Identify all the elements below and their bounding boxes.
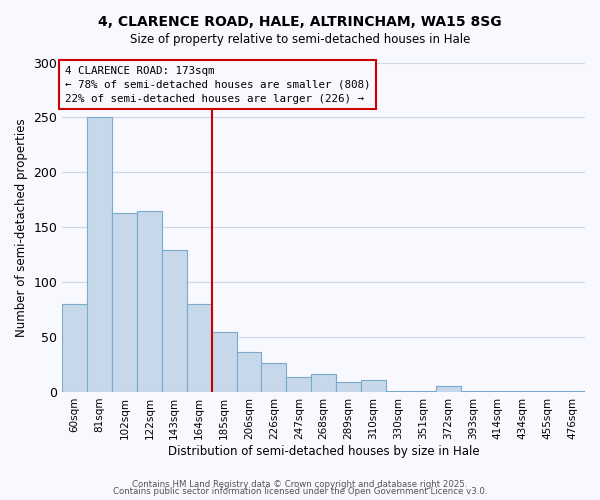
Bar bbox=[386, 391, 411, 392]
Bar bbox=[87, 118, 112, 392]
Bar bbox=[560, 391, 585, 392]
Bar bbox=[286, 376, 311, 392]
Bar bbox=[436, 386, 461, 392]
Bar bbox=[212, 332, 236, 392]
Bar bbox=[137, 211, 162, 392]
Bar bbox=[62, 304, 87, 392]
Bar bbox=[112, 213, 137, 392]
Bar bbox=[162, 250, 187, 392]
Bar bbox=[411, 391, 436, 392]
Text: 4 CLARENCE ROAD: 173sqm
← 78% of semi-detached houses are smaller (808)
22% of s: 4 CLARENCE ROAD: 173sqm ← 78% of semi-de… bbox=[65, 66, 370, 104]
Text: 4, CLARENCE ROAD, HALE, ALTRINCHAM, WA15 8SG: 4, CLARENCE ROAD, HALE, ALTRINCHAM, WA15… bbox=[98, 15, 502, 29]
Bar bbox=[461, 391, 485, 392]
Y-axis label: Number of semi-detached properties: Number of semi-detached properties bbox=[15, 118, 28, 336]
Bar bbox=[361, 380, 386, 392]
Text: Size of property relative to semi-detached houses in Hale: Size of property relative to semi-detach… bbox=[130, 32, 470, 46]
Bar bbox=[262, 364, 286, 392]
Text: Contains HM Land Registry data © Crown copyright and database right 2025.: Contains HM Land Registry data © Crown c… bbox=[132, 480, 468, 489]
Bar bbox=[336, 382, 361, 392]
Bar bbox=[236, 352, 262, 392]
Text: Contains public sector information licensed under the Open Government Licence v3: Contains public sector information licen… bbox=[113, 487, 487, 496]
X-axis label: Distribution of semi-detached houses by size in Hale: Distribution of semi-detached houses by … bbox=[168, 444, 479, 458]
Bar bbox=[187, 304, 212, 392]
Bar bbox=[511, 391, 535, 392]
Bar bbox=[311, 374, 336, 392]
Bar bbox=[485, 391, 511, 392]
Bar bbox=[535, 391, 560, 392]
